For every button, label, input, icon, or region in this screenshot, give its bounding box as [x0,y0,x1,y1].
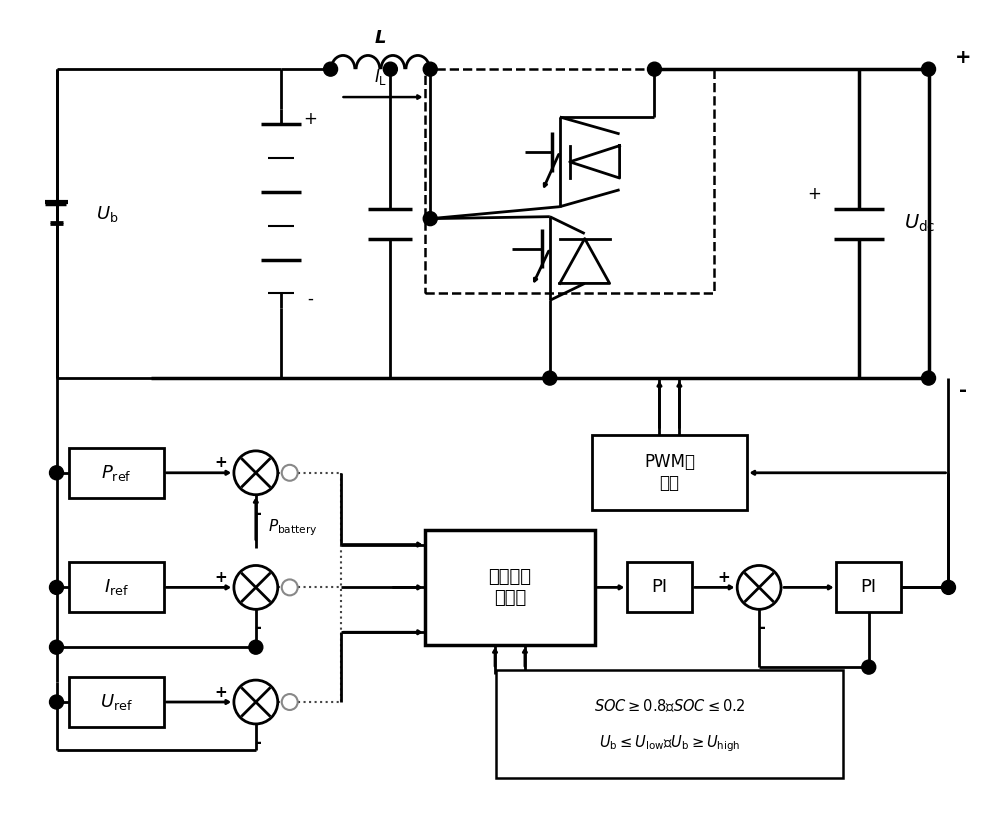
Circle shape [234,565,278,609]
FancyBboxPatch shape [69,448,164,498]
Circle shape [648,63,661,77]
Circle shape [862,660,876,674]
FancyBboxPatch shape [627,562,692,612]
Circle shape [50,695,63,709]
Text: $P_{\mathrm{battery}}$: $P_{\mathrm{battery}}$ [268,517,318,537]
Circle shape [423,63,437,77]
Circle shape [282,694,298,710]
Circle shape [234,680,278,724]
FancyBboxPatch shape [836,562,901,612]
Circle shape [234,451,278,495]
Text: +: + [214,685,227,700]
Text: -: - [959,380,967,400]
Text: $I_{\mathrm{ref}}$: $I_{\mathrm{ref}}$ [104,578,129,597]
Text: -: - [254,504,261,523]
Circle shape [282,465,298,481]
Text: $U_{\mathrm{b}}$: $U_{\mathrm{b}}$ [96,203,119,224]
Circle shape [50,466,63,480]
Circle shape [922,63,936,77]
FancyBboxPatch shape [425,530,595,644]
Text: PWM发
生器: PWM发 生器 [644,453,695,492]
FancyBboxPatch shape [496,670,843,778]
Text: -: - [254,734,261,752]
Text: L: L [375,30,386,47]
Text: -: - [308,290,314,307]
FancyBboxPatch shape [592,435,747,510]
Circle shape [942,580,955,594]
Text: $I_{\mathrm{L}}$: $I_{\mathrm{L}}$ [374,67,387,87]
Text: PI: PI [861,579,877,597]
Circle shape [249,640,263,654]
Text: -: - [254,619,261,637]
FancyBboxPatch shape [69,562,164,612]
Text: $U_{\mathrm{b}}\leq U_{\mathrm{low}}$或$U_{\mathrm{b}}\geq U_{\mathrm{high}}$: $U_{\mathrm{b}}\leq U_{\mathrm{low}}$或$U… [599,733,740,754]
Text: -: - [758,619,765,637]
Text: +: + [304,110,318,128]
Text: $U_{\mathrm{ref}}$: $U_{\mathrm{ref}}$ [100,692,133,712]
Circle shape [383,63,397,77]
Circle shape [543,371,557,385]
Circle shape [922,371,936,385]
Circle shape [423,212,437,226]
Circle shape [50,640,63,654]
Text: +: + [807,184,821,202]
Circle shape [282,579,298,595]
Text: $U_{\mathrm{dc}}$: $U_{\mathrm{dc}}$ [904,213,935,235]
Circle shape [50,580,63,594]
Text: $P_{\mathrm{ref}}$: $P_{\mathrm{ref}}$ [101,463,132,483]
Circle shape [324,63,338,77]
Text: PI: PI [651,579,668,597]
Text: +: + [214,570,227,585]
Text: +: + [955,48,972,67]
Circle shape [737,565,781,609]
FancyBboxPatch shape [69,677,164,727]
Text: +: + [214,455,227,470]
Text: $SOC\geq0.8$或$SOC\leq0.2$: $SOC\geq0.8$或$SOC\leq0.2$ [594,698,745,714]
Text: 充放电模
式切换: 充放电模 式切换 [488,568,531,607]
Text: +: + [717,570,730,585]
